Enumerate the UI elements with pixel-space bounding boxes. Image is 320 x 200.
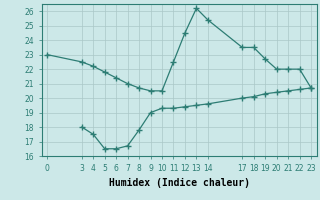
- X-axis label: Humidex (Indice chaleur): Humidex (Indice chaleur): [109, 178, 250, 188]
